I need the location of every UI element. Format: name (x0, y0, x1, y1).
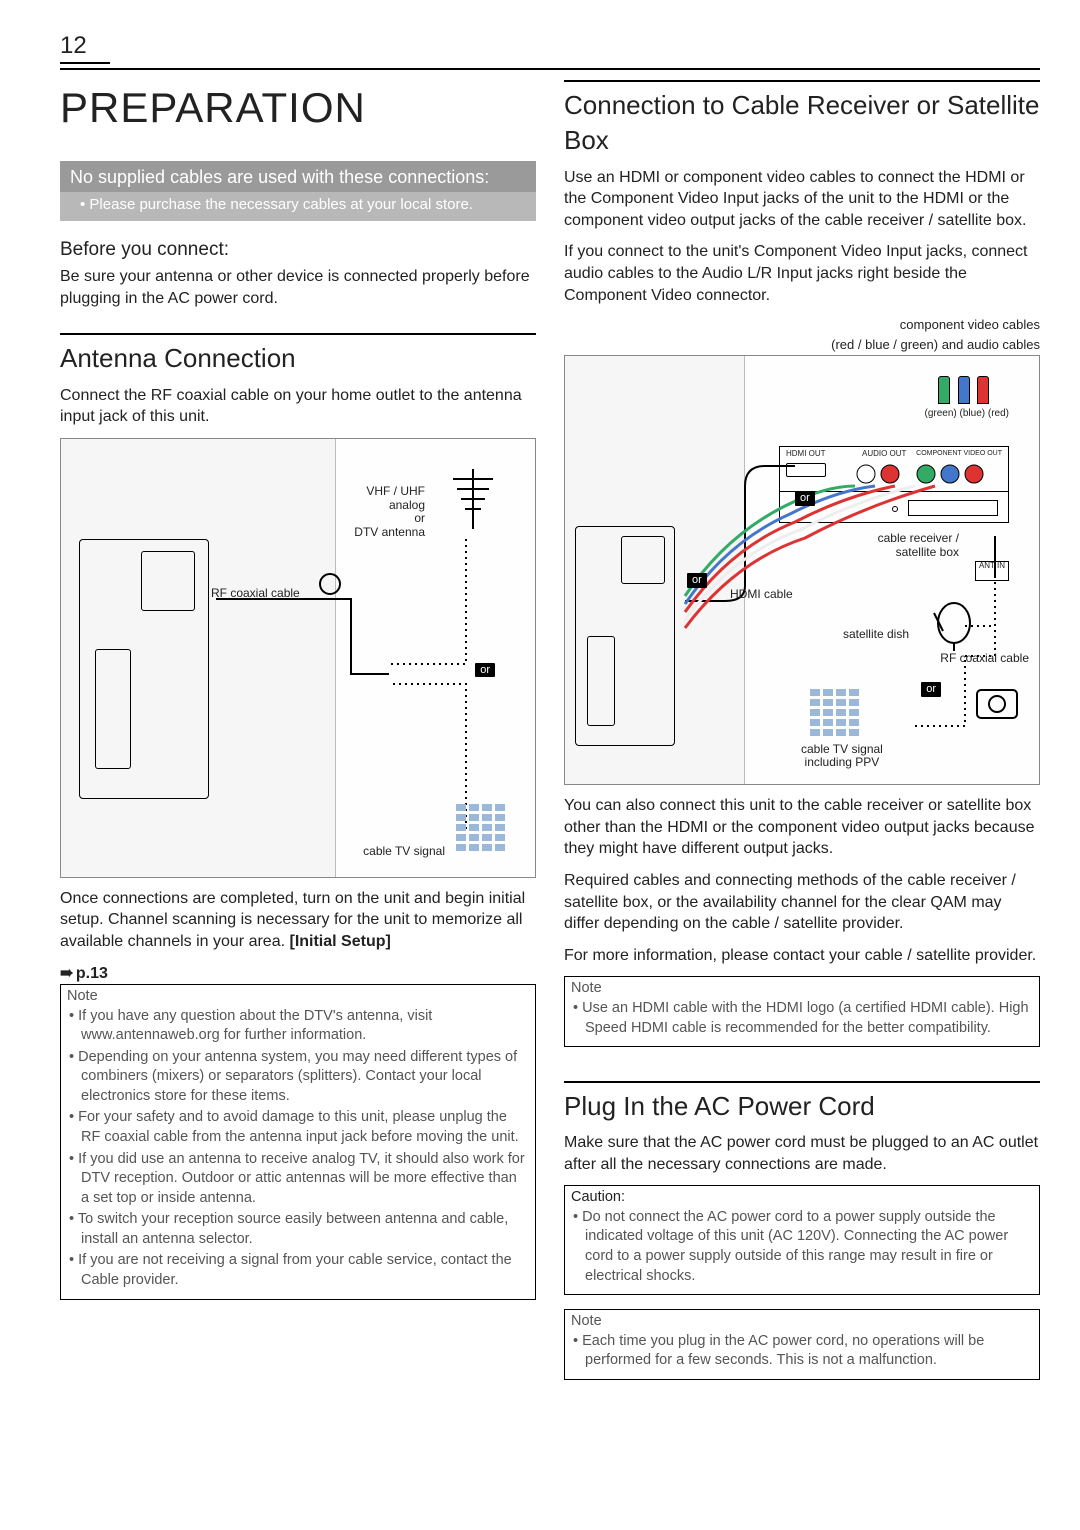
cable-p1: Use an HDMI or component video cables to… (564, 167, 1040, 232)
cable-p2: If you connect to the unit's Component V… (564, 241, 1040, 306)
left-column: PREPARATION No supplied cables are used … (60, 80, 536, 1393)
cable-p3: You can also connect this unit to the ca… (564, 795, 1040, 860)
or-badge-2: or (795, 491, 815, 506)
rf-cable-label: RF coaxial cable (211, 587, 300, 601)
antenna-outro: Once connections are completed, turn on … (60, 888, 536, 953)
cable-diagram: HDMI OUT AUDIO OUT COMPONENT VIDEO OUT (564, 355, 1040, 785)
two-column-layout: PREPARATION No supplied cables are used … (60, 80, 1040, 1393)
wall-label: cable TV signal (363, 845, 445, 859)
right-column: Connection to Cable Receiver or Satellit… (564, 80, 1040, 1393)
caution-title: Caution: (565, 1186, 1039, 1208)
section-rule-cable (564, 80, 1040, 82)
page-ref: p.13 (60, 963, 536, 985)
antenna-note-item: If you have any question about the DTV's… (69, 1007, 527, 1046)
note-title: Note (565, 1310, 1039, 1332)
wall-label-2b: including PPV (805, 755, 880, 769)
antenna-note-item: If you are not receiving a signal from y… (69, 1251, 527, 1290)
antenna-diagram: VHF / UHF analog or DTV antenna RF coaxi… (60, 438, 536, 878)
power-title: Plug In the AC Power Cord (564, 1089, 1040, 1124)
or-badge-4: or (921, 682, 941, 697)
vhf-label-3: or (414, 511, 425, 525)
power-note-item: Each time you plug in the AC power cord,… (573, 1332, 1031, 1371)
cable-p4: Required cables and connecting methods o… (564, 870, 1040, 935)
or-badge-3: or (687, 573, 707, 588)
warning-bar: No supplied cables are used with these c… (60, 161, 536, 192)
component-caption-1: component video cables (564, 316, 1040, 334)
antenna-note-item: For your safety and to avoid damage to t… (69, 1108, 527, 1147)
caution-item: Do not connect the AC power cord to a po… (573, 1208, 1031, 1286)
vhf-label-4: DTV antenna (354, 525, 425, 539)
cablebox-label-1: cable receiver / (878, 531, 959, 545)
page-number: 12 (60, 30, 110, 64)
component-caption-2: (red / blue / green) and audio cables (564, 336, 1040, 354)
cable-p5: For more information, please contact you… (564, 945, 1040, 967)
top-rule (60, 68, 1040, 70)
cablebox-label-2: satellite box (896, 545, 959, 559)
cable-note-item: Use an HDMI cable with the HDMI logo (a … (573, 999, 1031, 1038)
section-rule-power (564, 1081, 1040, 1083)
before-connect-text: Be sure your antenna or other device is … (60, 266, 536, 309)
section-rule-antenna (60, 333, 536, 335)
note-title: Note (565, 977, 1039, 999)
rf-cable-label-2: RF coaxial cable (940, 652, 1029, 666)
wall-label-2a: cable TV signal (801, 742, 883, 756)
antenna-note-item: Depending on your antenna system, you ma… (69, 1048, 527, 1107)
or-badge-1: or (475, 663, 495, 678)
antenna-note-box: Note If you have any question about the … (60, 984, 536, 1299)
vhf-label-2: analog (389, 498, 425, 512)
warning-sub: Please purchase the necessary cables at … (60, 192, 536, 220)
antenna-intro: Connect the RF coaxial cable on your hom… (60, 385, 536, 428)
ant-in-label: ANT IN (975, 561, 1009, 581)
caution-box: Caution: Do not connect the AC power cor… (564, 1185, 1040, 1295)
power-p1: Make sure that the AC power cord must be… (564, 1132, 1040, 1175)
antenna-note-item: If you did use an antenna to receive ana… (69, 1150, 527, 1209)
vhf-label-1: VHF / UHF (366, 484, 425, 498)
before-connect-heading: Before you connect: (60, 237, 536, 263)
note-title: Note (61, 985, 535, 1007)
page-title: PREPARATION (60, 80, 536, 137)
cable-title: Connection to Cable Receiver or Satellit… (564, 88, 1040, 158)
hdmi-cable-label: HDMI cable (730, 588, 793, 602)
cable-note-box: Note Use an HDMI cable with the HDMI log… (564, 976, 1040, 1047)
dish-label: satellite dish (843, 628, 909, 642)
power-note-box: Note Each time you plug in the AC power … (564, 1309, 1040, 1380)
antenna-note-item: To switch your reception source easily b… (69, 1210, 527, 1249)
antenna-title: Antenna Connection (60, 341, 536, 376)
